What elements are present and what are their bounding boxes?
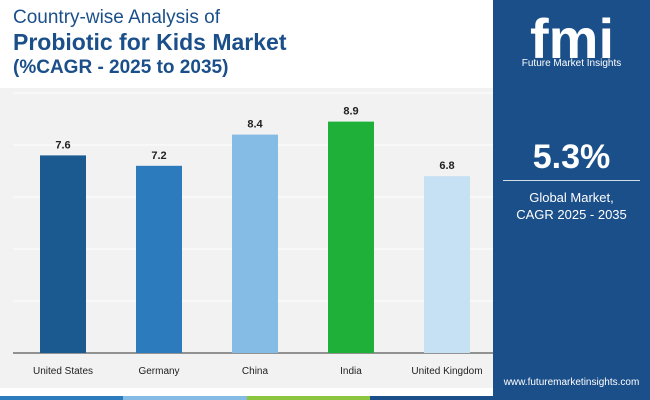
- data-label: 8.4: [247, 119, 263, 131]
- global-cagr-label-line1: Global Market,: [529, 190, 614, 205]
- data-label: 6.8: [439, 160, 454, 172]
- strip-segment: [123, 396, 247, 400]
- website-link[interactable]: www.futuremarketinsights.com: [503, 377, 640, 388]
- global-cagr-label-line2: CAGR 2025 - 2035: [516, 207, 627, 222]
- bar-india: [328, 121, 374, 353]
- x-tick-label: United States: [33, 366, 93, 377]
- chart-header: Country-wise Analysis of Probiotic for K…: [0, 0, 493, 88]
- data-label: 7.6: [55, 139, 70, 151]
- x-tick-label: Germany: [138, 366, 179, 377]
- logo-text: Future Market Insights: [521, 58, 622, 69]
- strip-segment: [0, 396, 124, 400]
- data-label: 8.9: [343, 106, 358, 118]
- x-tick-label: United Kingdom: [411, 366, 482, 377]
- stat-divider: [503, 180, 640, 181]
- chart-title-line1: Country-wise Analysis of: [13, 7, 220, 28]
- bar-united-states: [40, 155, 86, 353]
- strip-segment: [246, 396, 370, 400]
- sidebar-panel: fmi Future Market Insights 5.3% Global M…: [493, 0, 650, 400]
- x-tick-label: China: [242, 366, 269, 377]
- data-label: 7.2: [151, 150, 166, 162]
- x-tick-label: India: [340, 366, 362, 377]
- logo-letters: fmi: [530, 8, 614, 70]
- chart-title-line3: (%CAGR - 2025 to 2035): [13, 57, 229, 78]
- bar-united-kingdom: [424, 176, 470, 353]
- strip-segment: [369, 396, 493, 400]
- bar-china: [232, 134, 278, 353]
- bottom-color-strip: [0, 396, 493, 400]
- bar-chart: 7.6 United States 7.2 Germany 8.4 China 8.9 Ind…: [13, 92, 493, 377]
- plot-area: 7.6 United States 7.2 Germany 8.4 China 8.9 Ind…: [0, 88, 493, 388]
- fmi-logo: fmi: [530, 8, 614, 70]
- global-cagr-value: 5.3%: [532, 138, 611, 176]
- bar-germany: [136, 165, 182, 353]
- chart-title-line2: Probiotic for Kids Market: [13, 29, 287, 55]
